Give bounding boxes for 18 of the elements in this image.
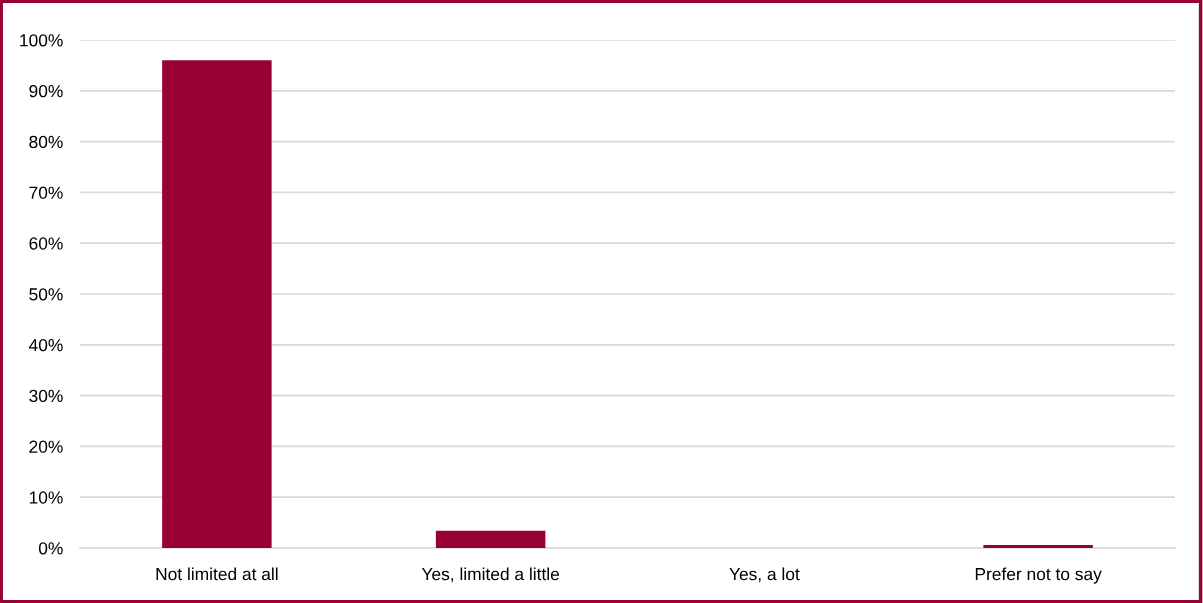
y-tick-label: 70% [29,186,63,199]
y-tick-label: 20% [29,440,63,453]
y-tick-label: 80% [29,135,63,149]
y-tick-label: 40% [28,338,63,352]
x-tick-label: Yes, a lot [729,567,800,583]
y-tick-label: 100% [20,34,63,47]
x-tick-label: Prefer not to say [975,567,1102,584]
y-tick-label: 60% [29,237,63,250]
y-tick-label: 30% [29,389,63,403]
y-tick-label: 50% [29,288,63,301]
y-tick-label: 0% [38,542,63,555]
y-tick-label: 10% [29,491,63,504]
x-tick-label: Not limited at all [156,567,278,581]
x-tick-label: Yes, limited a little [421,567,560,583]
y-tick-label: 90% [29,84,63,98]
bar [983,544,1093,548]
bar [162,60,272,548]
bar [435,530,546,548]
